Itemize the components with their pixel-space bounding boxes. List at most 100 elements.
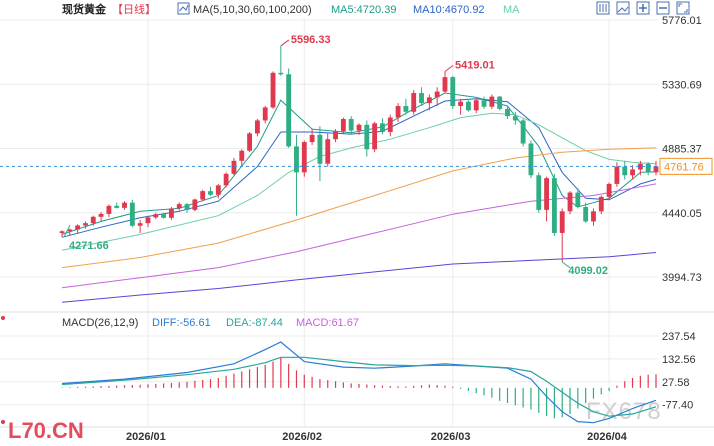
candle-body (129, 202, 135, 226)
zoom-in-icon[interactable] (636, 1, 650, 15)
macd-marker-icon (1, 420, 5, 424)
macd-panel (61, 341, 657, 424)
axis-labels: 5776.01 5330.69 4885.37 4440.05 3994.73 237.5… (126, 15, 702, 443)
expand-icon[interactable] (676, 1, 690, 15)
candle-body (176, 204, 182, 209)
candle-body (395, 106, 401, 118)
ma5-value: MA5:4720.39 (331, 4, 396, 16)
candle-body (161, 214, 167, 218)
candle-body (364, 124, 370, 150)
candlestick-panel: 4761.76 5596.33 5419.01 4099.02 4271.66 (0, 34, 713, 303)
macd-diff-line (61, 341, 657, 424)
ma200-line (61, 252, 657, 303)
candle-body (450, 77, 456, 107)
candle-body (630, 169, 635, 176)
candle-body (98, 213, 104, 217)
annotation-leader (280, 39, 290, 47)
candle-body (598, 196, 604, 212)
candle-body (309, 134, 315, 143)
candle-body (481, 100, 487, 107)
ma60-line (61, 147, 657, 269)
price-tick-label: 5776.01 (662, 15, 702, 27)
candle-body (614, 166, 620, 184)
price-tick-label: 4885.37 (662, 144, 702, 156)
candle-body (536, 175, 542, 210)
candle-body (254, 120, 260, 134)
candle-body (403, 106, 409, 112)
candle-body (106, 205, 112, 214)
price-tick-label: 5330.69 (662, 79, 702, 91)
candle-body (153, 214, 159, 218)
ma10-value: MA10:4670.92 (413, 4, 485, 16)
candle-body (591, 211, 596, 222)
candle-body (465, 101, 471, 111)
candle-body (434, 91, 440, 98)
zoom-out-icon[interactable] (656, 1, 670, 15)
ma-more: MA (503, 4, 520, 16)
symbol-name: 现货黄金 (62, 2, 107, 16)
candle-body (637, 163, 643, 170)
ma-params[interactable]: MA(5,10,30,60,100,200) (193, 4, 312, 16)
candle-body (458, 101, 464, 107)
candle-body (270, 72, 276, 108)
annotation-leader (561, 261, 571, 269)
date-label: 2026/02 (282, 431, 322, 443)
candle-body (340, 118, 346, 132)
candle-body (184, 204, 190, 210)
candle-body (75, 225, 81, 230)
candle-body (419, 93, 424, 104)
macd-params[interactable]: MACD(26,12,9) (62, 317, 138, 329)
date-label: 2026/04 (587, 431, 628, 443)
candle-body (200, 191, 206, 200)
candle-body (301, 142, 307, 173)
image-icon[interactable] (616, 1, 630, 15)
candle-body (411, 93, 417, 112)
indicator-toggle-icon[interactable] (177, 2, 190, 15)
candle-body (278, 72, 284, 75)
candle-body (442, 77, 448, 92)
candle-body (567, 192, 573, 212)
candle-body (122, 202, 127, 208)
annotation-label: 4099.02 (568, 265, 608, 277)
candle-body (114, 205, 120, 208)
candle-body (145, 217, 151, 224)
candle-body (551, 178, 557, 233)
candle-body (317, 134, 323, 164)
candle-body (239, 150, 245, 161)
current-price-tag (659, 157, 713, 175)
macd-legend: MACD(26,12,9) DIFF:-56.61 DEA:-87.44 MAC… (62, 317, 359, 329)
macd-diff-value: DIFF:-56.61 (152, 317, 211, 329)
candle-body (520, 120, 526, 144)
candle-body (231, 160, 237, 174)
candle-body (294, 146, 299, 173)
macd-tick-label: 237.54 (662, 331, 696, 343)
macd-tick-label: -77.40 (662, 400, 693, 412)
candle-body (286, 74, 292, 147)
candle-body (137, 223, 143, 226)
candle-body (168, 208, 174, 218)
ma30-line (61, 112, 657, 251)
ruler-icon[interactable] (596, 1, 610, 15)
candle-body (215, 185, 221, 195)
candle-body (380, 123, 385, 132)
annotation-label: 5419.01 (455, 60, 495, 72)
candle-body (372, 123, 378, 150)
annotation-leader (63, 224, 71, 238)
candle-body (208, 191, 213, 195)
candle-body (505, 108, 510, 117)
chart-toolbar (596, 1, 690, 15)
watermark-left: L70.CN (8, 418, 84, 443)
period-selector[interactable]: 【日线】 (112, 2, 156, 16)
macd-dea-value: DEA:-87.44 (226, 317, 283, 329)
macd-tick-label: 132.56 (662, 354, 696, 366)
candle-body (544, 178, 550, 210)
candle-body (262, 107, 268, 121)
candle-body (489, 96, 495, 107)
candle-body (583, 207, 589, 222)
annotation-label: 4271.66 (69, 240, 109, 252)
candle-body (653, 166, 659, 173)
candle-body (192, 199, 198, 210)
macd-tick-label: 27.58 (662, 377, 690, 389)
